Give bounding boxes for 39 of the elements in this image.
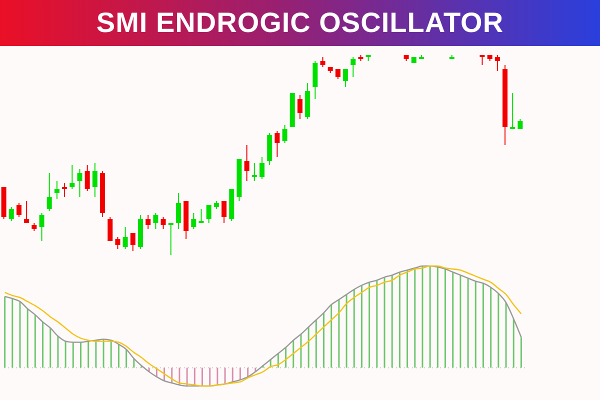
candlestick xyxy=(350,56,356,78)
candlestick xyxy=(510,92,516,130)
candlestick xyxy=(108,216,113,242)
chart-title: SMI ENDROGIC OSCILLATOR xyxy=(0,0,600,46)
candlestick xyxy=(115,236,120,250)
candlestick xyxy=(92,162,98,198)
candlestick xyxy=(335,68,340,80)
candlestick xyxy=(282,124,288,144)
candlestick xyxy=(24,200,30,224)
candlestick xyxy=(191,212,196,230)
candlestick xyxy=(39,212,44,242)
candlestick xyxy=(320,56,326,68)
candlestick xyxy=(244,144,250,182)
candlestick xyxy=(8,206,14,222)
candlestick xyxy=(252,162,257,182)
candlestick xyxy=(146,214,151,230)
candlestick xyxy=(122,226,128,250)
candlestick xyxy=(77,168,82,198)
candlestick xyxy=(297,94,302,120)
candlestick xyxy=(168,222,174,256)
candlestick xyxy=(260,156,264,180)
candlestick xyxy=(84,164,90,192)
candlestick xyxy=(206,204,212,224)
candlestick xyxy=(198,208,204,224)
candlestick xyxy=(16,202,22,218)
candlestick xyxy=(70,164,75,190)
candlestick xyxy=(130,232,136,252)
candlestick xyxy=(176,192,181,230)
candlestick xyxy=(62,182,68,198)
candlestick xyxy=(274,130,280,158)
candlestick xyxy=(494,54,500,72)
candlestick xyxy=(312,60,318,100)
candlestick xyxy=(343,68,348,88)
candlestick xyxy=(54,180,60,200)
candlestick xyxy=(480,54,485,66)
candlestick xyxy=(46,172,52,212)
candlestick xyxy=(160,216,166,230)
candlestick xyxy=(222,200,227,224)
candlestick xyxy=(153,212,158,230)
